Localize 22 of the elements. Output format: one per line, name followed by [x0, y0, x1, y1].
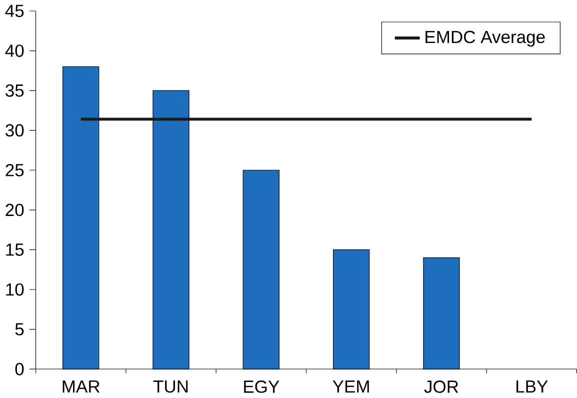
- y-tick-label: 25: [6, 164, 24, 176]
- x-tick-label: MAR: [62, 380, 100, 393]
- y-tick-label: 15: [6, 244, 24, 256]
- y-tick-label: 30: [6, 124, 24, 137]
- y-tick-label: 10: [6, 283, 24, 296]
- bar: [242, 170, 280, 370]
- bar: [152, 90, 190, 370]
- bar: [62, 66, 100, 370]
- y-tick-label: 35: [6, 84, 24, 97]
- bar: [423, 258, 460, 370]
- y-tick-label: 0: [15, 363, 24, 376]
- y-tick-label: 45: [5, 4, 24, 18]
- y-tick-label: 40: [5, 44, 24, 58]
- legend-label: EMDC Average: [426, 30, 545, 47]
- x-tick-label: LBY: [516, 380, 548, 393]
- y-tick-label: 5: [15, 323, 24, 336]
- y-tick-label: 20: [6, 204, 24, 216]
- x-tick-label: JOR: [424, 380, 458, 393]
- x-tick-label: YEM: [332, 380, 369, 393]
- bar: [332, 250, 370, 370]
- x-tick-label: TUN: [153, 380, 188, 393]
- x-tick-label: EGY: [244, 380, 280, 393]
